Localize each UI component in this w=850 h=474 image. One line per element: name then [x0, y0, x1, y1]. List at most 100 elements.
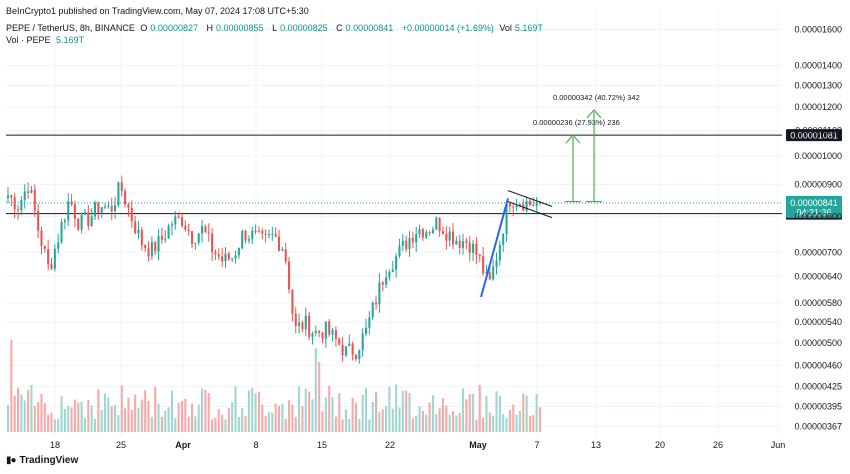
- candle-body: [505, 203, 508, 234]
- candle-body: [401, 240, 404, 246]
- candle-body: [204, 226, 207, 233]
- y-tick-label: 0.00000540: [794, 317, 842, 327]
- volume-bar: [401, 390, 404, 432]
- volume-bar: [348, 419, 351, 432]
- candle-body: [291, 289, 294, 314]
- volume-bar: [70, 407, 73, 432]
- candle-body: [492, 266, 495, 280]
- volume-bar: [167, 407, 170, 432]
- y-tick-label: 0.00000425: [794, 382, 842, 392]
- candle-body: [17, 209, 20, 211]
- candle-body: [20, 199, 23, 211]
- volume-bar: [512, 404, 515, 432]
- candle-body: [194, 242, 197, 244]
- volume-bar: [244, 416, 247, 432]
- volume-bar: [458, 413, 461, 432]
- candle-body: [10, 195, 13, 198]
- close-value: 0.00000841: [345, 23, 394, 33]
- candle-body: [134, 221, 137, 234]
- volume-label: Vol · PEPE: [6, 35, 51, 45]
- candle-body: [358, 350, 361, 359]
- candle-body: [441, 231, 445, 235]
- volume-bar: [194, 416, 197, 432]
- volume-bar: [535, 394, 538, 432]
- candle-body: [284, 249, 287, 262]
- candle-body: [13, 197, 16, 210]
- y-tick-label: 0.00000460: [794, 360, 842, 370]
- candle-body: [97, 202, 100, 213]
- y-tick-label: 0.00000395: [794, 401, 842, 411]
- level-badge: [786, 129, 842, 142]
- candle-body: [411, 238, 414, 243]
- candle-body: [201, 226, 204, 234]
- candle-body: [73, 204, 76, 219]
- candle-body: [502, 233, 505, 245]
- volume-bar: [114, 405, 117, 432]
- volume-bar: [137, 407, 140, 432]
- volume-bar: [97, 389, 100, 432]
- volume-bar: [431, 395, 434, 432]
- candle-body: [488, 272, 491, 280]
- volume-bar: [364, 388, 368, 432]
- candle-body: [398, 245, 401, 257]
- candle-body: [538, 202, 542, 204]
- candle-body: [110, 206, 113, 212]
- target-label: 0.00000236 (27.93%) 236: [533, 118, 620, 127]
- volume-bar: [10, 340, 13, 432]
- candle-body: [197, 233, 200, 243]
- candle-body: [27, 191, 30, 193]
- candle-body: [114, 205, 117, 212]
- x-tick-label: 18: [50, 440, 60, 450]
- volume-bar: [318, 362, 321, 432]
- volume-bar: [207, 392, 210, 432]
- candle-body: [331, 330, 334, 335]
- volume-bar: [277, 405, 281, 432]
- candle-body: [344, 346, 347, 356]
- y-tick-label: 0.00000800: [794, 211, 842, 221]
- volume-bar: [47, 414, 50, 432]
- volume-bar: [475, 419, 478, 432]
- volume-bar: [241, 408, 244, 432]
- candle-body: [535, 202, 538, 206]
- chart-drawings: 0.00000236 (27.93%) 236 0.00000342 (40.72…: [480, 93, 640, 298]
- volume-bar: [515, 414, 518, 432]
- candle-body: [391, 269, 394, 273]
- y-tick-label: 0.00000367: [794, 421, 842, 431]
- volume-bar: [415, 415, 418, 432]
- volume-bar: [274, 403, 277, 432]
- time-axis: 18 25 Apr 8 15 22 May 7 13 20 26 Jun: [50, 440, 785, 450]
- volume-bar: [134, 394, 137, 432]
- open-value: 0.00000827: [150, 23, 198, 33]
- candle-body: [257, 230, 260, 232]
- candle-body: [77, 218, 80, 230]
- volume-bar: [127, 397, 130, 432]
- target-label: 0.00000342 (40.72%) 342: [553, 93, 640, 102]
- volume-bar: [314, 348, 317, 432]
- candle-body: [431, 229, 434, 234]
- volume-bar: [375, 392, 378, 432]
- current-price-label: 0.00000841: [790, 198, 838, 208]
- volume-bar: [237, 417, 240, 432]
- candle-body: [231, 258, 234, 260]
- volume-bar: [83, 417, 86, 432]
- candle-body: [140, 229, 143, 246]
- volume-bar: [294, 416, 297, 432]
- y-tick-label: 0.00001300: [794, 80, 842, 90]
- volume-bar: [324, 397, 327, 432]
- candle-body: [127, 204, 130, 208]
- volume-bar: [538, 407, 542, 432]
- volume-bar: [63, 409, 66, 432]
- level-badge-label: 0.00001081: [790, 131, 838, 141]
- volume-bar: [264, 416, 267, 432]
- candle-body: [53, 248, 56, 269]
- volume-bar: [144, 390, 147, 432]
- volume-bar: [451, 411, 455, 432]
- candle-body: [495, 260, 498, 267]
- candle-body: [428, 232, 431, 234]
- volume-bar: [100, 409, 103, 432]
- volume-bar: [130, 410, 133, 432]
- candle-body: [37, 210, 40, 231]
- tradingview-logo-icon: ▮●: [6, 455, 17, 466]
- candle-body: [237, 248, 240, 256]
